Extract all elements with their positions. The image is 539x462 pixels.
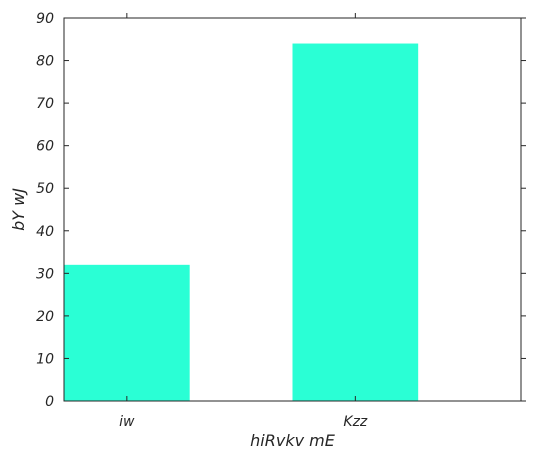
- y-tick-label: 30: [36, 266, 54, 282]
- y-tick-label: 90: [36, 11, 54, 27]
- y-tick-label: 70: [36, 96, 54, 112]
- bars-layer: [64, 43, 419, 402]
- y-tick-label: 20: [36, 309, 54, 325]
- y-axis-label: bY wJ: [9, 188, 28, 231]
- y-tick-label: 80: [36, 54, 54, 70]
- y-tick-label: 40: [36, 224, 54, 240]
- y-tick-label: 50: [36, 181, 54, 197]
- bar-iw: [64, 264, 190, 401]
- x-tick-label: Kzz: [343, 414, 368, 430]
- y-tick-label: 0: [45, 394, 54, 410]
- plot-frame: [63, 17, 522, 402]
- x-tick-label: iw: [119, 414, 135, 430]
- x-axis-label: hiRvkv mE: [250, 431, 336, 450]
- ticks-layer: iw Kzz 0 10 20 30 40 50 60 70 80 90: [36, 11, 526, 430]
- y-tick-label: 10: [36, 351, 54, 367]
- y-tick-label: 60: [36, 139, 54, 155]
- bar-Kzz: [292, 43, 419, 402]
